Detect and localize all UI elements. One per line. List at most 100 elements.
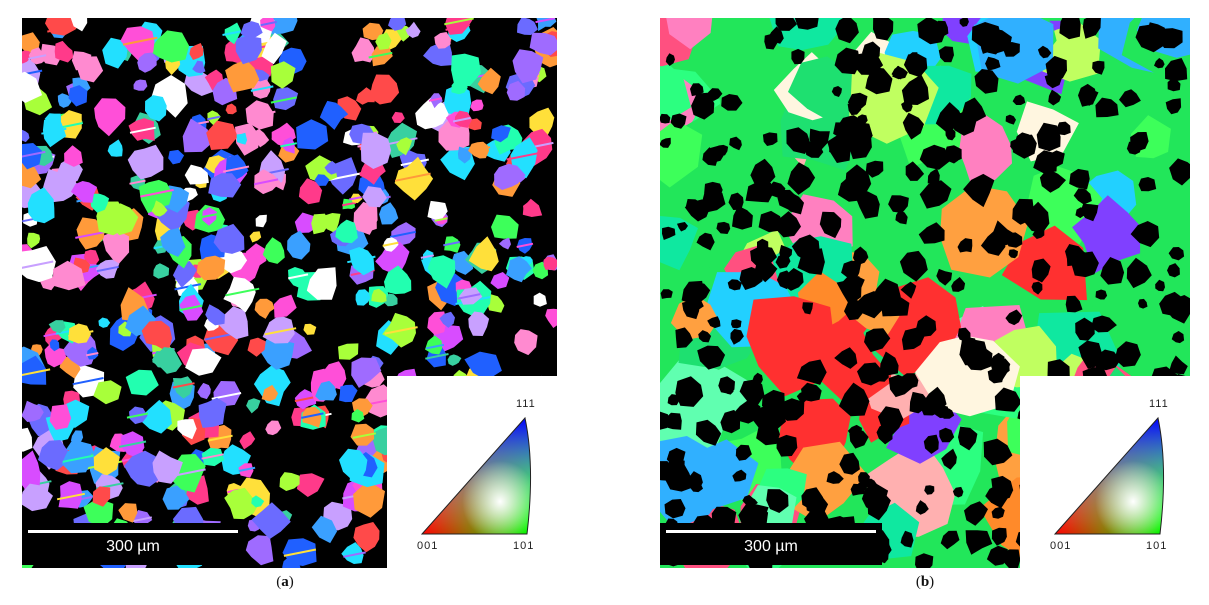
grain bbox=[899, 250, 928, 282]
grain bbox=[1167, 78, 1181, 92]
grain bbox=[87, 346, 99, 360]
twin-band bbox=[96, 265, 119, 273]
grain bbox=[261, 384, 279, 402]
grain bbox=[120, 26, 155, 63]
grain bbox=[375, 241, 410, 274]
legend-label-111-b: 111 bbox=[1149, 398, 1169, 410]
grain bbox=[836, 276, 862, 306]
grain bbox=[989, 220, 1017, 248]
grain bbox=[22, 450, 41, 492]
grain bbox=[249, 231, 262, 243]
grain bbox=[288, 267, 308, 289]
grain bbox=[351, 357, 382, 388]
grain bbox=[696, 232, 715, 251]
grain bbox=[983, 35, 1003, 55]
twin-band bbox=[72, 377, 104, 386]
grain bbox=[102, 37, 129, 69]
grain bbox=[206, 120, 238, 150]
grain bbox=[952, 486, 964, 498]
grain bbox=[464, 351, 502, 381]
grain bbox=[54, 40, 74, 63]
grain bbox=[936, 268, 953, 286]
grain bbox=[855, 191, 880, 219]
grain bbox=[477, 67, 501, 95]
grain bbox=[901, 327, 926, 351]
grain bbox=[205, 304, 225, 326]
caption-a: (a) bbox=[276, 574, 294, 590]
twin-band bbox=[250, 85, 274, 92]
twin-band bbox=[174, 283, 202, 291]
grain bbox=[279, 472, 300, 491]
twin-band bbox=[264, 327, 297, 336]
grain bbox=[944, 145, 962, 163]
grain bbox=[1037, 45, 1052, 59]
grain bbox=[1039, 168, 1066, 193]
grain bbox=[245, 535, 274, 566]
grain bbox=[405, 21, 421, 38]
grain bbox=[305, 155, 338, 184]
grain bbox=[1014, 132, 1030, 150]
grain bbox=[491, 125, 511, 143]
grain bbox=[270, 61, 296, 89]
grain bbox=[22, 355, 47, 385]
grain bbox=[776, 434, 798, 457]
grain bbox=[797, 248, 825, 275]
grain bbox=[1174, 302, 1185, 311]
grain bbox=[1078, 340, 1102, 369]
grain bbox=[919, 144, 950, 170]
grain bbox=[22, 32, 40, 53]
grain bbox=[1056, 121, 1071, 136]
grain bbox=[660, 113, 671, 124]
twin-band bbox=[452, 116, 471, 123]
grain bbox=[49, 404, 72, 430]
grain bbox=[189, 43, 204, 60]
grain bbox=[198, 397, 227, 428]
grain bbox=[45, 18, 82, 36]
grain bbox=[732, 469, 747, 482]
grain bbox=[974, 69, 999, 94]
grain bbox=[985, 485, 1008, 509]
twin-band bbox=[535, 18, 555, 24]
twin-band bbox=[359, 167, 385, 175]
grain bbox=[729, 136, 742, 151]
grain bbox=[829, 140, 847, 159]
grain bbox=[107, 203, 139, 236]
grain bbox=[391, 111, 405, 123]
grain bbox=[940, 530, 960, 550]
grain bbox=[774, 211, 801, 238]
grain bbox=[901, 100, 913, 113]
grain bbox=[1095, 349, 1121, 371]
twin-band bbox=[270, 96, 297, 104]
grain bbox=[545, 308, 557, 328]
panel-a: 300 µm 111 001 bbox=[22, 18, 557, 568]
twin-band bbox=[283, 548, 317, 557]
grain bbox=[1008, 249, 1018, 259]
grain bbox=[938, 46, 954, 63]
grain bbox=[22, 71, 43, 103]
grain bbox=[1119, 89, 1141, 108]
grain bbox=[490, 272, 510, 289]
grain bbox=[986, 545, 1008, 566]
grain bbox=[255, 214, 267, 228]
grain bbox=[732, 205, 753, 230]
grain bbox=[213, 223, 245, 254]
grain bbox=[1012, 198, 1035, 225]
grain bbox=[470, 99, 484, 112]
grain bbox=[529, 107, 555, 137]
grain bbox=[172, 261, 197, 288]
grain bbox=[444, 236, 461, 253]
grain bbox=[675, 376, 704, 407]
grain bbox=[371, 45, 393, 67]
grain bbox=[862, 41, 881, 63]
twin-band bbox=[368, 51, 393, 59]
twin-band bbox=[172, 382, 195, 389]
grain bbox=[1010, 139, 1020, 151]
grain bbox=[660, 461, 675, 481]
grain bbox=[1036, 122, 1061, 152]
twin-band bbox=[294, 395, 317, 403]
grain bbox=[57, 93, 72, 108]
grain bbox=[151, 75, 188, 118]
twin-band bbox=[301, 412, 324, 419]
grain bbox=[151, 200, 168, 217]
grain bbox=[423, 43, 453, 66]
